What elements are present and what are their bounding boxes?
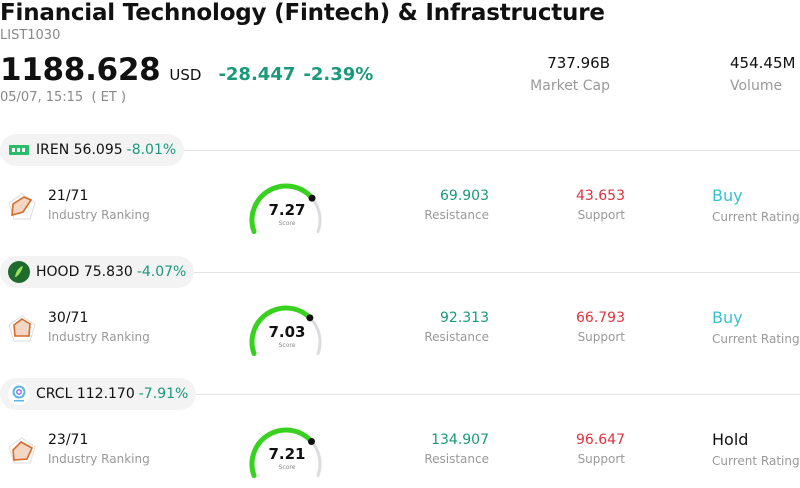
resistance-label: Resistance xyxy=(424,330,489,344)
list-code: LIST1030 xyxy=(0,28,61,43)
industry-ranking-label: Industry Ranking xyxy=(48,208,150,222)
volume-label: Volume xyxy=(730,78,783,94)
ranking-radar-icon xyxy=(8,193,36,220)
stock-pill-iren[interactable]: IREN 56.095 -8.01% xyxy=(0,134,185,166)
stock-ticker: CRCL xyxy=(36,386,73,402)
current-rating-value: Hold xyxy=(712,430,749,449)
price-change: -28.447 xyxy=(218,64,296,85)
stock-change-percent: -4.07% xyxy=(136,264,187,280)
timestamp: 05/07, 15:15 ( ET ) xyxy=(0,90,127,105)
current-rating-label: Current Rating xyxy=(712,210,800,224)
support-label: Support xyxy=(577,452,625,466)
market-cap-value: 737.96B xyxy=(547,54,610,72)
stock-header-iren: IREN 56.095 -8.01% xyxy=(0,134,800,166)
volume-stat: 454.45M Volume xyxy=(730,54,800,94)
current-rating-label: Current Rating xyxy=(712,454,800,468)
gauge-fill xyxy=(249,305,313,357)
currency-label: USD xyxy=(169,66,202,84)
industry-ranking-label: Industry Ranking xyxy=(48,452,150,466)
support-label: Support xyxy=(577,330,625,344)
score-value: 7.03 xyxy=(268,323,306,341)
score-gauge xyxy=(249,427,322,479)
gauge-marker xyxy=(308,194,316,202)
stock-price: 112.170 xyxy=(76,386,135,402)
resistance-value: 134.907 xyxy=(431,432,489,448)
resistance-label: Resistance xyxy=(424,452,489,466)
stock-pill-crcl[interactable]: CRCL 112.170 -7.91% xyxy=(0,378,197,410)
index-price: 1188.628 xyxy=(0,52,161,88)
market-cap-label: Market Cap xyxy=(530,78,610,94)
ranking-radar-icon xyxy=(8,437,36,464)
score-label: Score xyxy=(278,220,296,227)
current-rating-value: Buy xyxy=(712,186,743,205)
resistance-value: 69.903 xyxy=(440,188,489,204)
divider xyxy=(0,150,800,151)
crcl-logo-icon xyxy=(8,383,30,405)
stock-price: 75.830 xyxy=(83,264,133,280)
industry-ranking-value: 21/71 xyxy=(48,188,89,204)
price-row: 1188.628 USD -28.447 -2.39% xyxy=(0,52,373,88)
industry-ranking-value: 23/71 xyxy=(48,432,89,448)
gauge-marker xyxy=(306,314,314,322)
stock-change-percent: -8.01% xyxy=(126,142,177,158)
divider xyxy=(0,394,800,395)
stock-header-hood: HOOD 75.830 -4.07% xyxy=(0,256,800,288)
price-change-percent: -2.39% xyxy=(303,64,374,85)
iren-logo-icon xyxy=(8,139,30,161)
gauge-fill xyxy=(249,183,315,235)
score-value: 7.27 xyxy=(268,201,306,219)
industry-ranking-value: 30/71 xyxy=(48,310,89,326)
resistance-label: Resistance xyxy=(424,208,489,222)
support-value: 96.647 xyxy=(576,432,625,448)
volume-value: 454.45M xyxy=(730,54,796,72)
stock-ticker: HOOD xyxy=(36,264,80,280)
score-gauge xyxy=(249,183,322,235)
stock-detail-iren: 21/71 Industry Ranking 7.27 Score 69.903… xyxy=(0,180,800,240)
stock-detail-hood: 30/71 Industry Ranking 7.03 Score 92.313… xyxy=(0,302,800,362)
score-label: Score xyxy=(278,464,296,471)
page-title: Financial Technology (Fintech) & Infrast… xyxy=(0,0,605,26)
score-value: 7.21 xyxy=(268,445,306,463)
support-value: 66.793 xyxy=(576,310,625,326)
hood-logo-icon xyxy=(8,261,30,283)
current-rating-value: Buy xyxy=(712,308,743,327)
current-rating-label: Current Rating xyxy=(712,332,800,346)
support-label: Support xyxy=(577,208,625,222)
stock-detail-crcl: 23/71 Industry Ranking 7.21 Score 134.90… xyxy=(0,424,800,484)
ranking-radar-icon xyxy=(8,315,36,342)
stock-change-percent: -7.91% xyxy=(138,386,189,402)
score-gauge xyxy=(249,305,322,357)
gauge-fill xyxy=(249,427,315,479)
industry-ranking-label: Industry Ranking xyxy=(48,330,150,344)
stock-header-crcl: CRCL 112.170 -7.91% xyxy=(0,378,800,410)
market-cap-stat: 737.96B Market Cap xyxy=(530,54,610,94)
score-label: Score xyxy=(278,342,296,349)
divider xyxy=(0,272,800,273)
stock-pill-hood[interactable]: HOOD 75.830 -4.07% xyxy=(0,256,195,288)
stock-ticker: IREN xyxy=(36,142,70,158)
resistance-value: 92.313 xyxy=(440,310,489,326)
support-value: 43.653 xyxy=(576,188,625,204)
stock-price: 56.095 xyxy=(73,142,123,158)
gauge-marker xyxy=(308,438,316,446)
